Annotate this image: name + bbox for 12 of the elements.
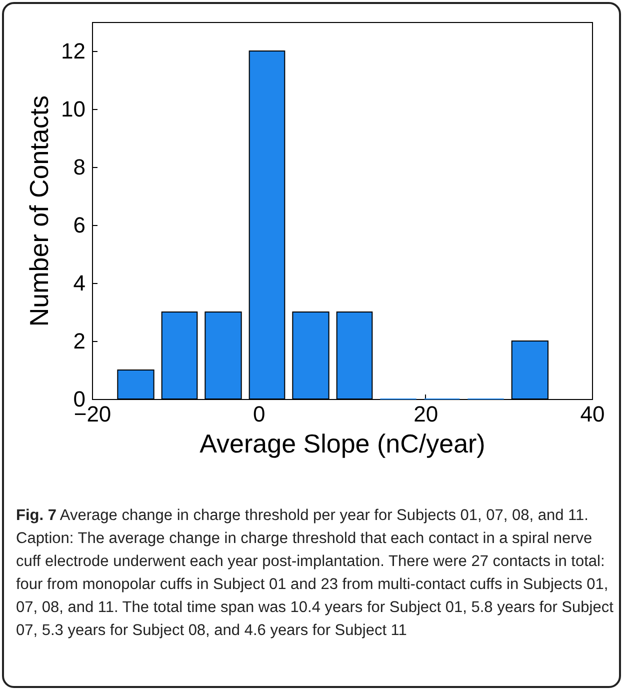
y-axis-title: Number of Contacts <box>24 95 54 327</box>
y-tick-label: 6 <box>73 212 86 238</box>
x-axis-title: Average Slope (nC/year) <box>200 428 486 458</box>
y-tick-label: 10 <box>61 96 86 122</box>
x-tick-label: 0 <box>253 402 266 426</box>
x-tick-label: 20 <box>414 402 438 426</box>
y-tick-label: 2 <box>73 328 86 354</box>
y-tick-label: 12 <box>61 38 86 64</box>
caption: Fig. 7 Average change in charge threshold per year for Subjects 01, 07, 08, and 11. Caption: The average change in charge threshold that each contact in a spiral nerve cuff electrode underwent each year post-implantation. There were 27 contacts in total: four from monopolar cuffs in Subject 01 and 23 from multi-contact cuffs in Subjects 01, 07, 08, and 11. The total time span was 10.4 years for Subject 01, 5.8 years for Subject 07, 5.3 years for Subject 08, and 4.6 years for Subject 11 <box>16 506 614 641</box>
x-tick-label: 40 <box>580 402 605 426</box>
y-tick-label: 4 <box>73 270 86 296</box>
y-tick-label: 8 <box>73 154 86 180</box>
